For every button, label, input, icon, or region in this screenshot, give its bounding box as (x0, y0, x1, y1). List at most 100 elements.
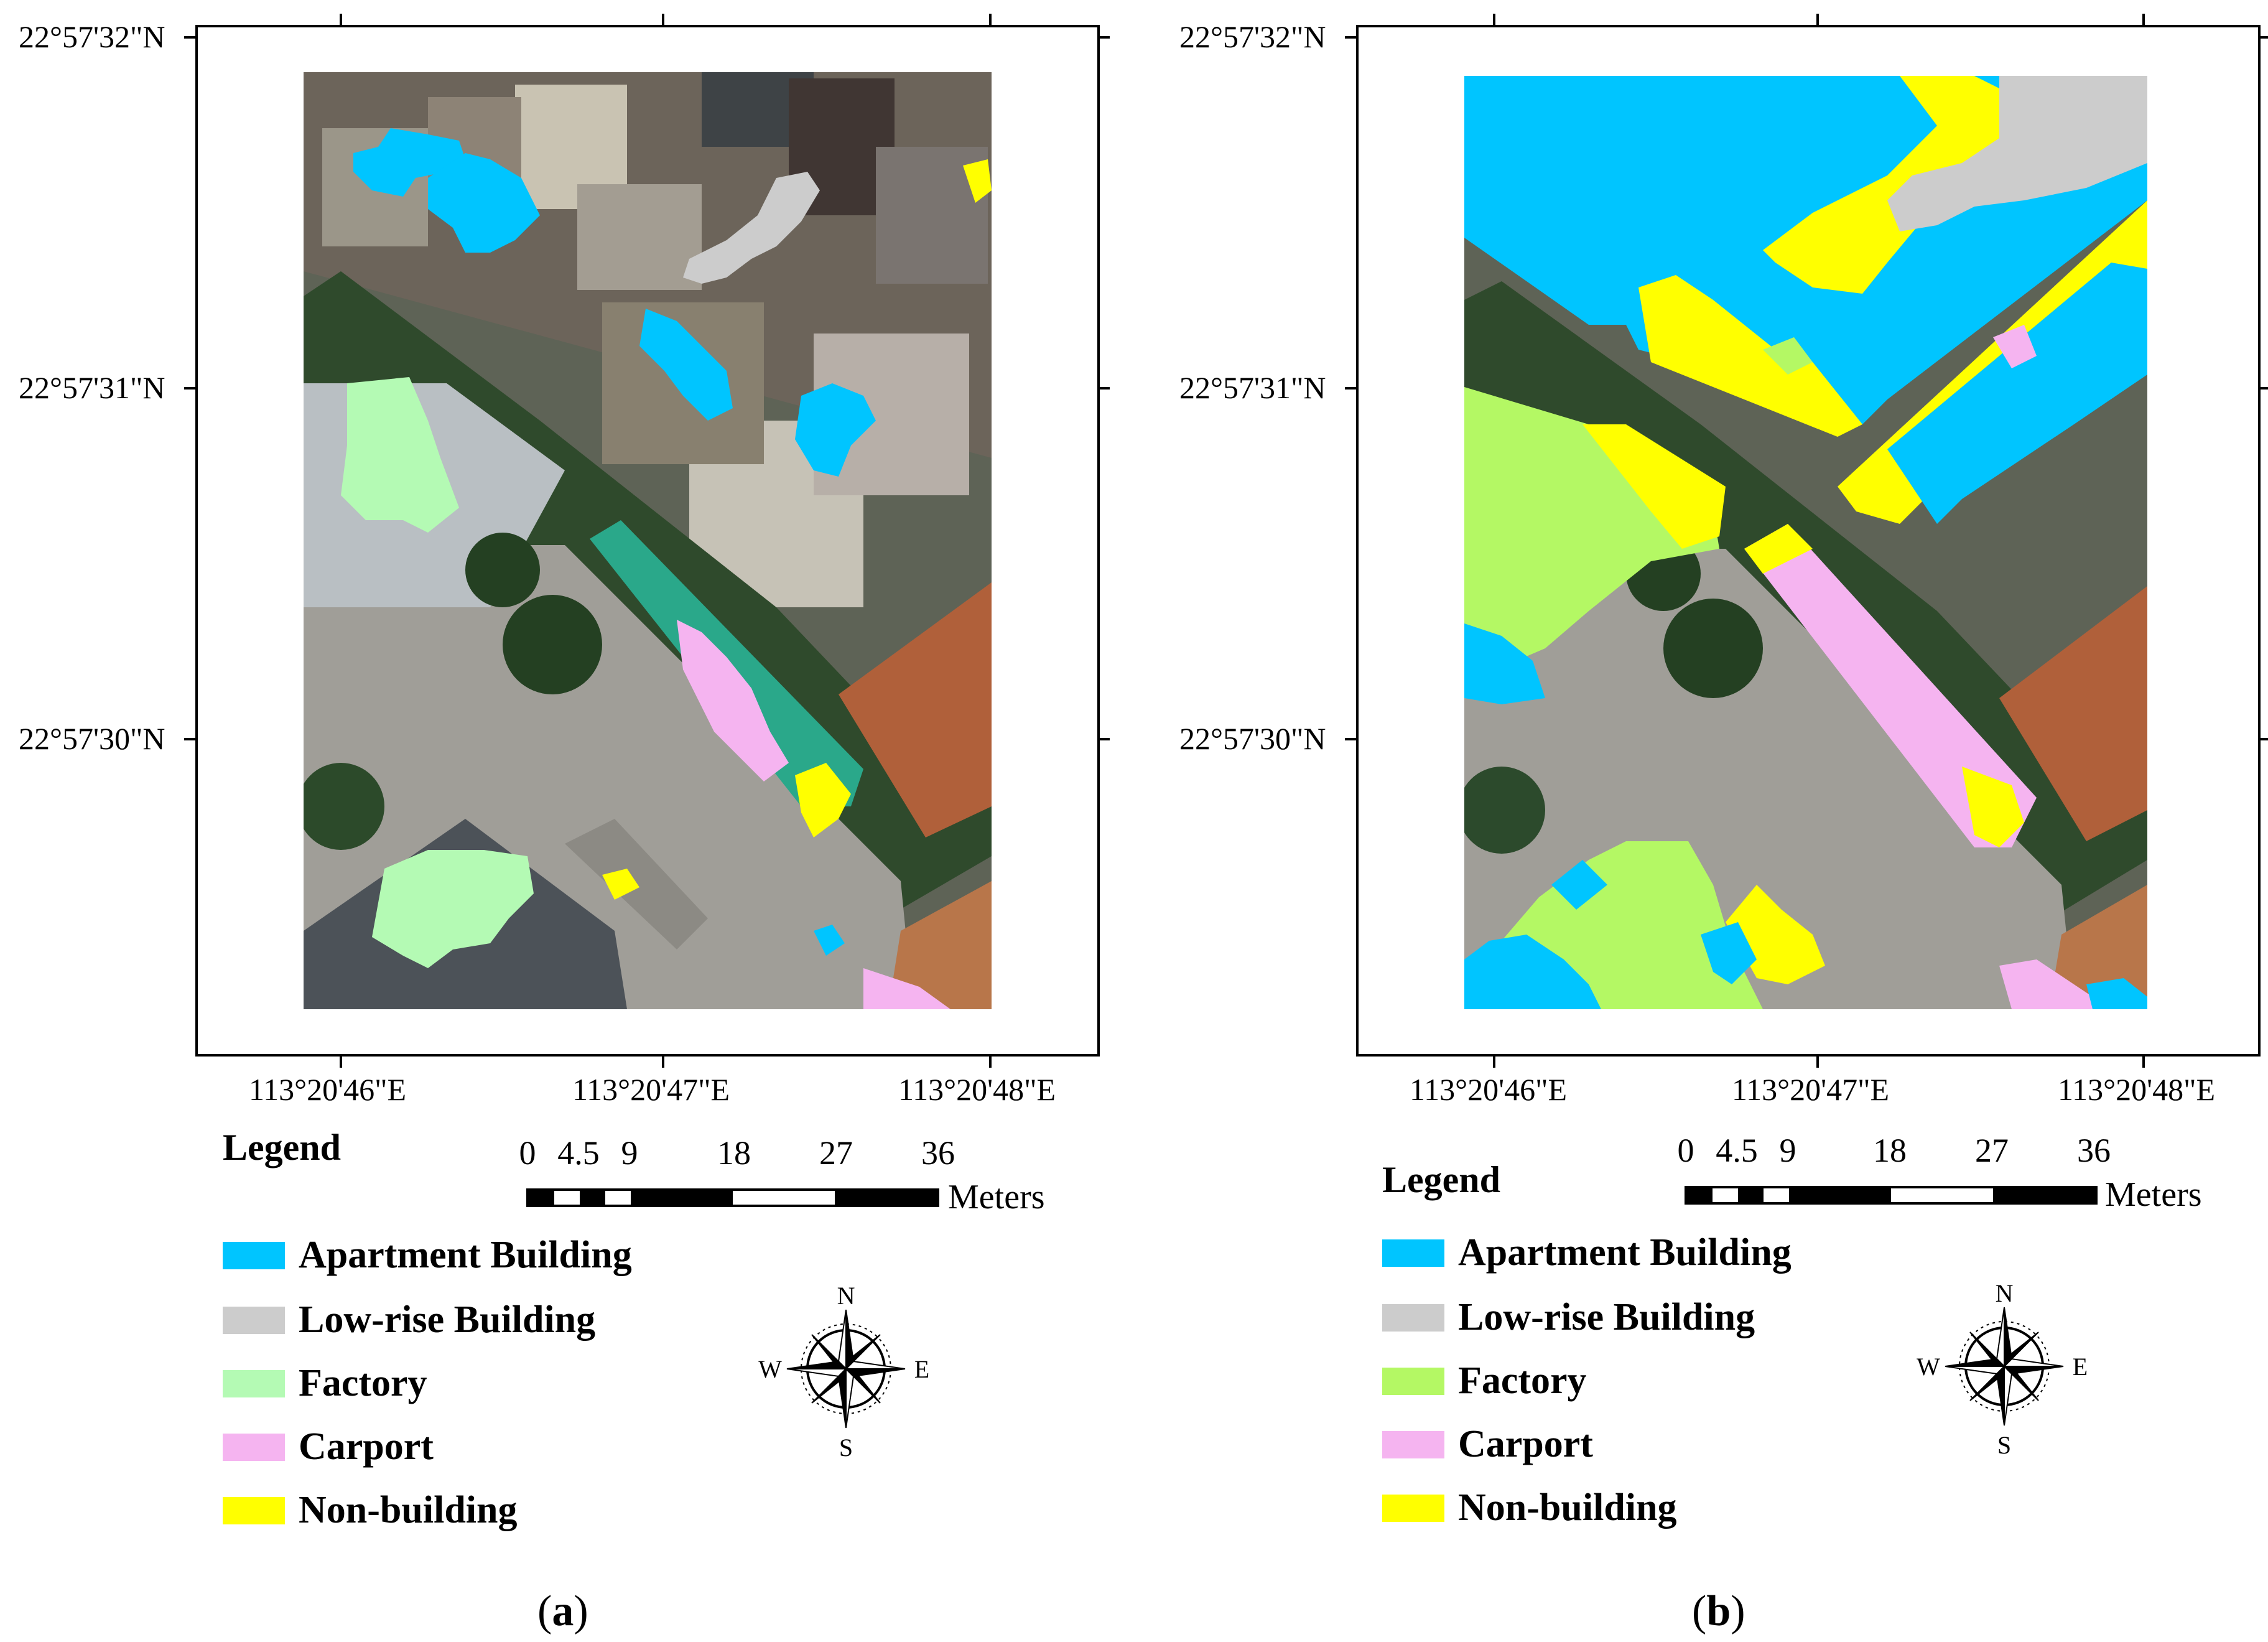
legend-swatch (223, 1306, 285, 1334)
scale-label: 18 (717, 1134, 751, 1172)
panel-caption-b: (b) (1692, 1587, 1745, 1635)
scale-label: 4.5 (1716, 1132, 1758, 1169)
legend-item-nonbuilding: Non-building (223, 1488, 518, 1532)
longitude-label: 113°20'46"E (1410, 1072, 1568, 1107)
panel-a: 22°57'32"N 22°57'31"N 22°57'30"N 113°20'… (19, 14, 1110, 1635)
tick (1345, 36, 1357, 39)
legend-item-apartment: Apartment Building (223, 1233, 632, 1277)
longitude-label: 113°20'47"E (572, 1072, 730, 1107)
scale-bar (1685, 1186, 2098, 1205)
latitude-label: 22°57'31"N (19, 370, 165, 405)
legend-title: Legend (223, 1127, 342, 1168)
legend-label: Factory (299, 1362, 427, 1404)
tick (662, 1055, 664, 1068)
tick (1097, 36, 1110, 39)
legend-item-carport: Carport (1382, 1422, 1593, 1467)
scale-label: 9 (1779, 1132, 1796, 1169)
legend-swatch (1382, 1304, 1444, 1332)
tick (184, 738, 197, 740)
legend-swatch (223, 1241, 285, 1269)
compass-s: S (839, 1434, 853, 1462)
tick (1493, 1055, 1495, 1068)
legend-swatch (223, 1369, 285, 1397)
legend-label: Non-building (1458, 1486, 1677, 1529)
longitude-label: 113°20'47"E (1732, 1072, 1890, 1107)
legend-item-factory: Factory (1382, 1359, 1587, 1403)
legend-swatch (223, 1433, 285, 1461)
north-arrow-icon: N S E W (758, 1282, 929, 1462)
scale-label: 0 (519, 1134, 536, 1172)
panel-b: 22°57'32"N 22°57'31"N 22°57'30"N 113°20'… (1158, 0, 2268, 1642)
compass-e: E (2073, 1353, 2088, 1381)
scale-unit: Meters (2105, 1175, 2202, 1214)
legend-label: Low-rise Building (1458, 1296, 1755, 1338)
tick (2258, 387, 2268, 390)
scale-label: 27 (819, 1134, 853, 1172)
latitude-label: 22°57'30"N (1179, 721, 1326, 756)
legend-swatch (1382, 1367, 1444, 1395)
compass-w: W (758, 1355, 782, 1383)
aerial-image-a (304, 72, 992, 1009)
tick (1816, 14, 1819, 26)
legend-swatch (1382, 1494, 1444, 1522)
compass-e: E (914, 1355, 929, 1383)
classified-map-a (304, 72, 992, 1009)
tick (1097, 387, 1110, 390)
tick (1345, 738, 1357, 740)
scale-label: 36 (2077, 1132, 2111, 1169)
scale-label: 27 (1975, 1132, 2009, 1169)
latitude-label: 22°57'32"N (19, 19, 165, 54)
latitude-label: 22°57'32"N (1179, 19, 1326, 54)
legend-label: Carport (1458, 1423, 1593, 1465)
latitude-label: 22°57'31"N (1179, 370, 1326, 405)
tick (662, 14, 664, 26)
legend-title: Legend (1382, 1159, 1501, 1200)
tick (1816, 1055, 1819, 1068)
classified-map-b (1464, 76, 2147, 1009)
legend-label: Carport (299, 1425, 434, 1468)
scale-unit: Meters (948, 1178, 1045, 1216)
legend-label: Non-building (299, 1489, 518, 1531)
longitude-label: 113°20'48"E (898, 1072, 1056, 1107)
scale-label: 0 (1677, 1132, 1694, 1169)
tick (989, 1055, 992, 1068)
tick (2258, 738, 2268, 740)
scale-label: 4.5 (557, 1134, 600, 1172)
tick (1345, 387, 1357, 390)
legend-swatch (223, 1496, 285, 1524)
compass-w: W (1917, 1353, 1940, 1381)
legend-label: Apartment Building (299, 1234, 632, 1276)
latitude-label: 22°57'30"N (19, 721, 165, 756)
tick (1097, 738, 1110, 740)
compass-n: N (1996, 1279, 2014, 1307)
tick (1493, 14, 1495, 26)
legend-item-apartment: Apartment Building (1382, 1231, 1792, 1275)
legend-item-lowrise: Low-rise Building (223, 1298, 595, 1342)
scale-label: 9 (621, 1134, 638, 1172)
legend-swatch (1382, 1239, 1444, 1267)
tick (184, 387, 197, 390)
legend-item-carport: Carport (223, 1425, 434, 1469)
tick (340, 14, 342, 26)
compass-n: N (837, 1282, 855, 1310)
tick (2142, 14, 2145, 26)
legend-label: Low-rise Building (299, 1299, 596, 1341)
aerial-image-b (1464, 76, 2147, 1009)
legend-label: Factory (1458, 1360, 1587, 1402)
scale-label: 36 (921, 1134, 955, 1172)
legend-item-nonbuilding: Non-building (1382, 1486, 1677, 1530)
compass-s: S (1997, 1431, 2011, 1459)
tick (989, 14, 992, 26)
tick (2142, 1055, 2145, 1068)
tick (184, 36, 197, 39)
tick (2258, 36, 2268, 39)
legend-item-factory: Factory (223, 1361, 427, 1406)
north-arrow-icon: N S E W (1917, 1279, 2088, 1459)
longitude-label: 113°20'48"E (2058, 1072, 2216, 1107)
scale-bar (526, 1188, 939, 1207)
scale-label: 18 (1873, 1132, 1907, 1169)
legend-item-lowrise: Low-rise Building (1382, 1295, 1755, 1340)
legend-swatch (1382, 1430, 1444, 1458)
longitude-label: 113°20'46"E (249, 1072, 407, 1107)
panel-caption-a: (a) (537, 1587, 588, 1635)
